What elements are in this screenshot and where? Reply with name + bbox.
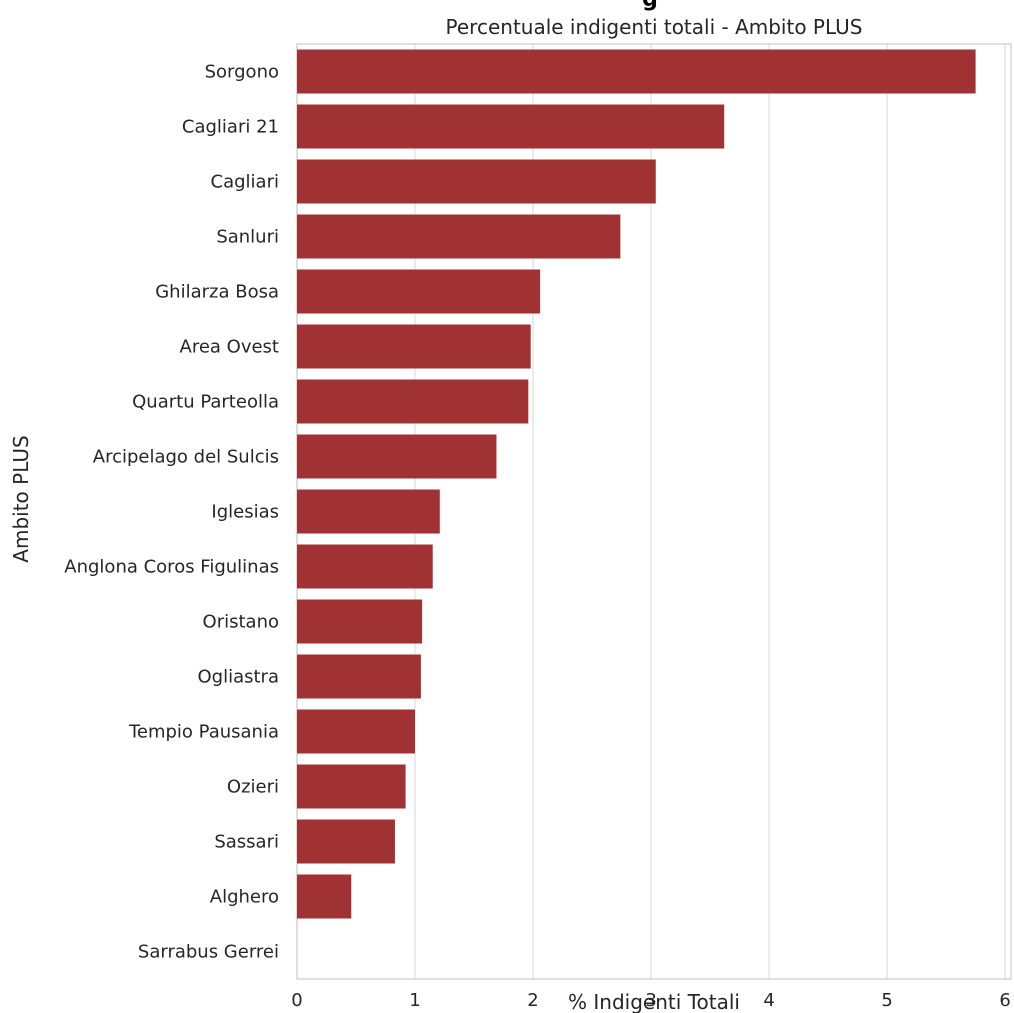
x-tick-label-3: 3 xyxy=(645,990,656,1011)
x-tick-label-1: 1 xyxy=(409,990,420,1011)
y-tick-label-sarrabus-gerrei: Sarrabus Gerrei xyxy=(138,942,279,963)
x-axis-label: % Indigenti Totali xyxy=(568,990,740,1013)
bar-sassari xyxy=(297,819,395,864)
bar-iglesias xyxy=(297,489,440,534)
bar-ozieri xyxy=(297,764,406,809)
y-tick-label-anglona-coros-figulinas: Anglona Coros Figulinas xyxy=(64,557,279,578)
bar-cagliari-21 xyxy=(297,104,725,149)
x-tick-labels: 0 1 2 3 4 5 6 xyxy=(291,990,1011,1011)
bar-oristano xyxy=(297,599,423,644)
bar-sanluri xyxy=(297,214,621,259)
x-tick-label-0: 0 xyxy=(291,990,302,1011)
bar-quartu-parteolla xyxy=(297,379,529,424)
y-tick-label-arcipelago-del-sulcis: Arcipelago del Sulcis xyxy=(93,447,279,468)
y-tick-label-iglesias: Iglesias xyxy=(211,502,279,523)
y-tick-label-quartu-parteolla: Quartu Parteolla xyxy=(132,392,279,413)
y-tick-label-area-ovest: Area Ovest xyxy=(180,337,279,358)
bar-cagliari xyxy=(297,159,656,204)
bar-alghero xyxy=(297,874,352,919)
y-tick-label-ghilarza-bosa: Ghilarza Bosa xyxy=(155,282,279,303)
y-tick-label-cagliari: Cagliari xyxy=(211,172,279,193)
y-tick-label-sanluri: Sanluri xyxy=(216,227,279,248)
bar-sorgono xyxy=(297,49,976,94)
bar-area-ovest xyxy=(297,324,531,369)
figure-title-fragment: g xyxy=(642,0,658,12)
bar-ghilarza-bosa xyxy=(297,269,541,314)
bar-arcipelago-del-sulcis xyxy=(297,434,497,479)
bar-tempio-pausania xyxy=(297,709,416,754)
x-tick-label-2: 2 xyxy=(527,990,538,1011)
x-tick-label-6: 6 xyxy=(999,990,1010,1011)
y-tick-label-oristano: Oristano xyxy=(203,612,279,633)
chart-title: Percentuale indigenti totali - Ambito PL… xyxy=(446,15,863,39)
bars xyxy=(297,49,976,919)
y-tick-label-tempio-pausania: Tempio Pausania xyxy=(128,722,279,743)
y-axis-label: Ambito PLUS xyxy=(9,435,33,562)
bar-anglona-coros-figulinas xyxy=(297,544,433,589)
y-tick-labels: Sorgono Cagliari 21 Cagliari Sanluri Ghilarz… xyxy=(64,62,279,963)
y-tick-label-ogliastra: Ogliastra xyxy=(198,667,280,688)
x-tick-label-5: 5 xyxy=(881,990,892,1011)
y-tick-label-cagliari-21: Cagliari 21 xyxy=(182,117,279,138)
bar-ogliastra xyxy=(297,654,421,699)
y-tick-label-ozieri: Ozieri xyxy=(227,777,279,798)
x-tick-label-4: 4 xyxy=(763,990,774,1011)
y-tick-label-sassari: Sassari xyxy=(214,832,279,853)
y-tick-label-sorgono: Sorgono xyxy=(205,62,279,83)
y-tick-label-alghero: Alghero xyxy=(210,887,279,908)
